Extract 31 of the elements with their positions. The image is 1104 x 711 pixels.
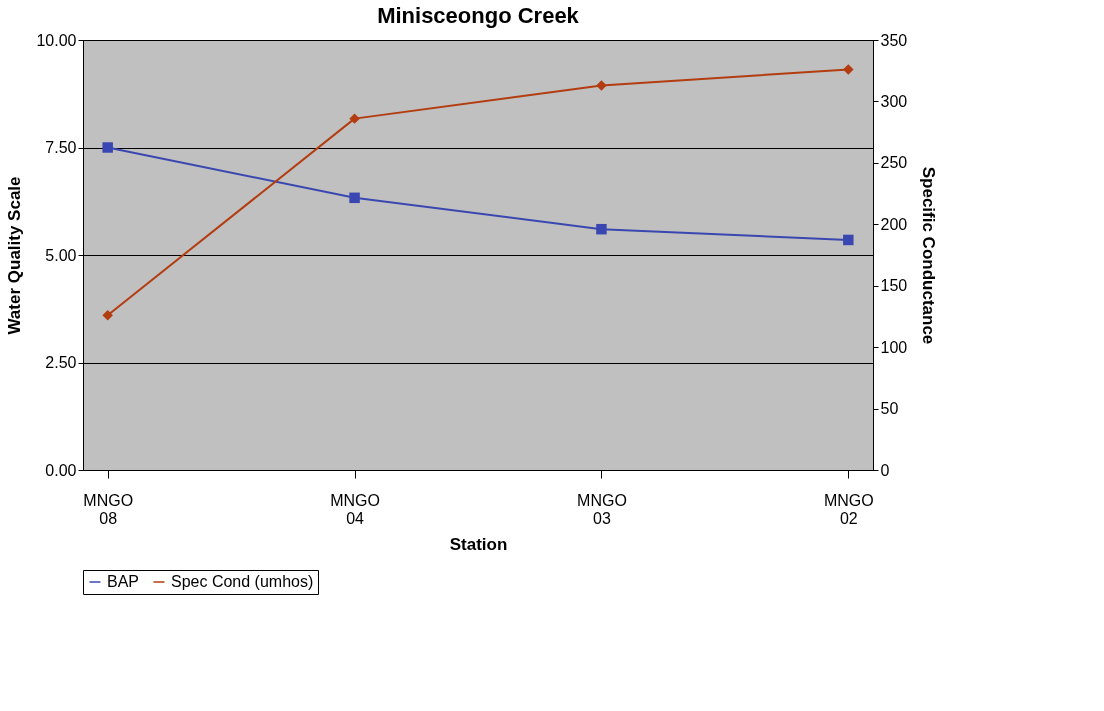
x-tick-label: MNGO 04 [330,491,380,527]
y-tick-label: 0.00 [45,461,77,479]
legend-label: Spec Cond (umhos) [171,573,314,590]
point [349,192,360,204]
point [843,234,854,246]
y2-tick-label: 300 [880,92,908,110]
y2-tick-label: 250 [880,154,908,172]
point [596,223,607,235]
x-tick-label: MNGO 02 [823,491,874,527]
y2-tick-label: 0 [880,461,890,479]
point [102,309,113,321]
y-tick-label: 7.50 [45,139,77,156]
y-tick-label: 2.50 [45,354,77,371]
point [843,64,854,75]
y-tick-label: 10.00 [36,31,77,49]
chart-title: Minisceongo Creek [377,3,580,28]
point [596,80,607,91]
x-tick-label: MNGO 03 [577,491,627,527]
y2-tick-label: 150 [880,277,908,295]
y2-tick-label: 200 [880,215,908,233]
point [349,113,360,124]
y-tick-label: 5.00 [45,246,77,264]
point [102,142,113,153]
y2-tick-label: 350 [880,31,908,49]
y-axis-title: Water Quality Scale [5,176,25,335]
x-axis-title: Station [449,534,508,554]
y2-axis-title: Specific Conductance [919,166,939,345]
y2-tick-label: 100 [880,338,908,356]
x-tick-label: MNGO 08 [83,491,134,527]
y2-tick-label: 50 [880,400,899,418]
legend-label: BAP [107,573,140,590]
